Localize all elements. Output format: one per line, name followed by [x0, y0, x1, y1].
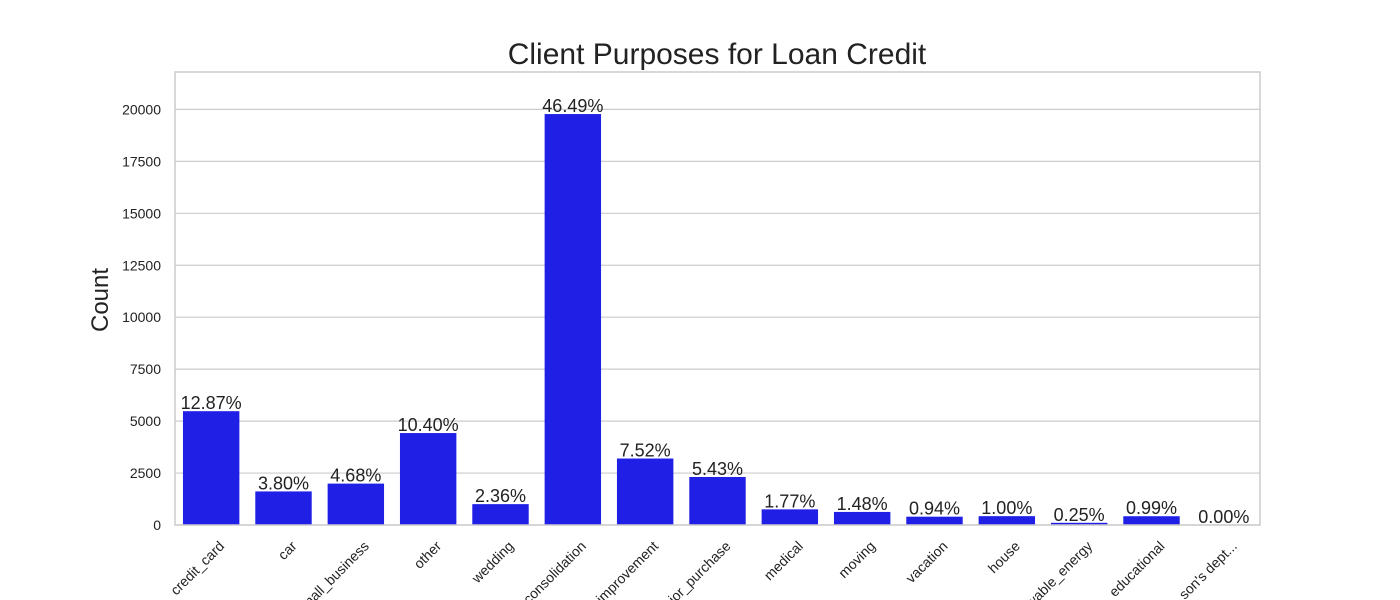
bar: [978, 516, 1036, 525]
bar: [616, 458, 674, 525]
bar: [544, 114, 602, 525]
y-tick-label: 10000: [122, 309, 161, 325]
bar-annotation: 5.43%: [692, 459, 743, 479]
y-tick-label: 0: [153, 517, 161, 533]
y-tick-label: 7500: [130, 361, 161, 377]
bar-annotation: 46.49%: [542, 96, 603, 116]
plot-frame: [174, 71, 1261, 526]
bar: [1050, 522, 1108, 525]
bar: [833, 511, 891, 525]
bar-annotation: 0.00%: [1198, 507, 1249, 527]
bar-annotation: 3.80%: [258, 473, 309, 493]
bar-annotation: 4.68%: [330, 466, 381, 486]
bar-annotation: 1.77%: [764, 491, 815, 511]
bar-annotation: 2.36%: [475, 486, 526, 506]
y-tick-label: 17500: [122, 153, 161, 169]
y-tick-label: 2500: [130, 465, 161, 481]
bar-annotation: 0.25%: [1054, 505, 1105, 525]
bar-annotation: 0.99%: [1126, 498, 1177, 518]
bar: [761, 509, 819, 525]
bar: [255, 491, 312, 525]
bar-annotation: 1.48%: [837, 494, 888, 514]
chart-title: Client Purposes for Loan Credit: [508, 38, 927, 71]
bar: [399, 433, 457, 525]
y-tick-label: 12500: [122, 257, 161, 273]
bar: [472, 504, 529, 525]
bar: [327, 483, 385, 525]
bar-annotation: 7.52%: [620, 441, 671, 461]
bar: [906, 516, 963, 525]
bar: [1123, 516, 1180, 525]
y-tick-label: 5000: [130, 413, 161, 429]
bar-annotation: 1.00%: [981, 498, 1032, 518]
y-tick-label: 20000: [122, 101, 161, 117]
y-axis-label: Count: [87, 268, 114, 332]
y-tick-label: 15000: [122, 205, 161, 221]
bar-annotation: 12.87%: [181, 393, 242, 413]
bar-annotation: 0.94%: [909, 499, 960, 519]
bar: [182, 411, 240, 525]
bar: [689, 476, 746, 525]
bar-annotation: 10.40%: [398, 415, 459, 435]
